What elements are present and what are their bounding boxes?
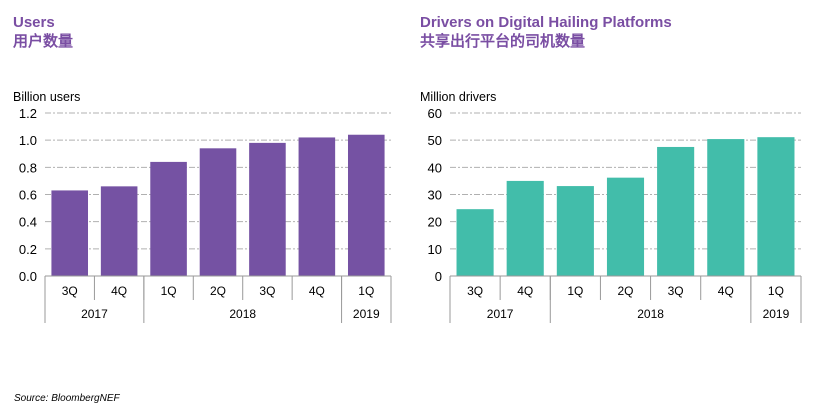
drivers-title-en: Drivers on Digital Hailing Platforms [420, 14, 672, 31]
y-tick-label: 0 [435, 269, 442, 284]
x-tick-label: 4Q [517, 284, 533, 298]
bar-2Q [606, 177, 645, 276]
bar-1Q [150, 161, 187, 276]
x-tick-label: 1Q [567, 284, 583, 298]
year-label: 2017 [81, 307, 108, 321]
year-label: 2019 [763, 307, 790, 321]
bar-4Q [707, 139, 745, 276]
drivers-chart-title: Drivers on Digital Hailing Platforms 共享出行… [420, 13, 672, 51]
y-tick-label: 50 [428, 133, 442, 148]
x-tick-label: 4Q [111, 284, 127, 298]
bar-1Q [556, 186, 594, 276]
y-tick-label: 0.0 [19, 269, 37, 284]
bar-3Q [456, 209, 494, 276]
year-label: 2018 [637, 307, 664, 321]
bar-3Q [249, 142, 286, 276]
x-tick-label: 3Q [668, 284, 684, 298]
drivers-y-label: Million drivers [420, 90, 497, 104]
y-tick-label: 20 [428, 215, 442, 230]
year-label: 2019 [353, 307, 380, 321]
x-tick-label: 1Q [358, 284, 374, 298]
y-tick-label: 30 [428, 188, 442, 203]
drivers-title-cn: 共享出行平台的司机数量 [420, 33, 586, 50]
x-tick-label: 2Q [617, 284, 633, 298]
users-title-en: Users [13, 14, 55, 31]
y-tick-label: 1.2 [19, 106, 37, 121]
bar-4Q [298, 137, 336, 276]
y-tick-label: 0.8 [19, 160, 37, 175]
y-tick-label: 1.0 [19, 133, 37, 148]
y-tick-label: 10 [428, 242, 442, 257]
y-tick-label: 40 [428, 160, 442, 175]
x-tick-label: 4Q [309, 284, 325, 298]
bar-1Q [757, 137, 795, 276]
x-tick-label: 1Q [768, 284, 784, 298]
x-tick-label: 4Q [718, 284, 734, 298]
users-chart-title: Users 用户数量 [13, 13, 73, 51]
bar-4Q [100, 186, 138, 276]
users-y-label: Billion users [13, 90, 81, 104]
x-tick-label: 3Q [467, 284, 483, 298]
source-note: Source: BloombergNEF [14, 393, 120, 404]
y-tick-label: 60 [428, 106, 442, 121]
y-tick-label: 0.6 [19, 188, 37, 203]
bar-2Q [199, 148, 237, 276]
y-tick-label: 0.2 [19, 242, 37, 257]
bar-4Q [506, 180, 544, 276]
bar-1Q [347, 134, 385, 276]
users-title-cn: 用户数量 [13, 33, 74, 50]
y-tick-label: 0.4 [19, 215, 37, 230]
bar-3Q [657, 146, 695, 276]
year-label: 2018 [229, 307, 256, 321]
bar-3Q [51, 190, 89, 276]
x-tick-label: 3Q [259, 284, 275, 298]
x-tick-label: 2Q [210, 284, 226, 298]
year-label: 2017 [487, 307, 514, 321]
x-tick-label: 3Q [62, 284, 78, 298]
x-tick-label: 1Q [161, 284, 177, 298]
